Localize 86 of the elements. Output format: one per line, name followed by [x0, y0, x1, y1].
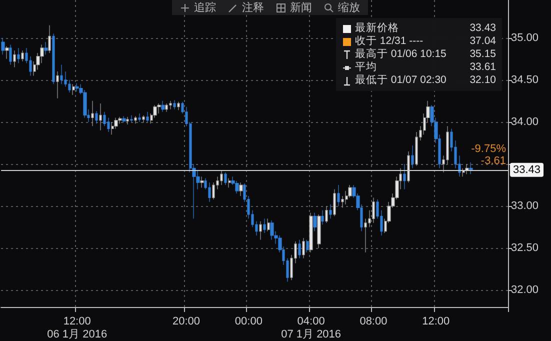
candlestick: [177, 101, 180, 110]
candlestick: [126, 116, 129, 125]
candlestick: [235, 180, 239, 194]
candlestick: [138, 113, 141, 122]
candlestick: [60, 64, 63, 84]
candlestick: [161, 100, 165, 112]
candlestick: [17, 48, 20, 64]
candlestick: [337, 184, 340, 206]
candlestick: [321, 210, 324, 225]
candlestick: [224, 172, 227, 186]
candlestick: [56, 71, 59, 99]
candlestick: [411, 145, 414, 169]
x-tick-label: 12:00: [422, 316, 450, 328]
annotation: 注释: [242, 0, 264, 15]
annotation: 35.15: [470, 48, 496, 61]
ref-line-label: 33.43: [513, 164, 541, 176]
annotation: 收于 12/31 ----: [355, 35, 424, 48]
candlestick: [146, 112, 149, 122]
candlestick: [298, 239, 301, 259]
x-tick-label: 08:00: [360, 316, 388, 328]
annotation: 33.61: [470, 61, 496, 74]
annotation: -9.75%: [471, 142, 506, 155]
candlestick: [52, 33, 55, 84]
candlestick: [220, 170, 223, 186]
y-tick-label: 32.50: [511, 242, 539, 254]
candlestick: [302, 238, 305, 259]
candlestick: [44, 42, 48, 55]
candlestick: [200, 176, 204, 188]
y-tick-label: 35.00: [511, 32, 539, 44]
annotation: 新闻: [290, 0, 312, 15]
y-tick-label: 34.00: [511, 116, 539, 128]
candlestick: [239, 182, 243, 196]
annotation: 最新价格: [355, 22, 399, 35]
candlestick: [333, 188, 336, 216]
candlestick: [9, 44, 12, 66]
candlestick: [407, 151, 410, 183]
candlestick: [267, 218, 270, 232]
x-tick-label: 12:00 06 1月 2016: [47, 316, 108, 340]
candlestick: [130, 114, 133, 122]
candlestick: [259, 220, 262, 240]
annotation: 最低于 01/07 02:30: [355, 74, 446, 87]
annotation: 追踪: [194, 0, 216, 15]
candlestick: [317, 214, 321, 248]
candlestick: [325, 206, 328, 224]
candlestick: [403, 164, 406, 190]
annotation: 缩放: [338, 0, 360, 15]
candlestick: [75, 82, 79, 92]
x-tick-label: 04:00 07 1月 2016: [281, 316, 342, 340]
candlestick: [208, 182, 211, 202]
candlestick: [122, 116, 126, 124]
candlestick: [309, 212, 313, 253]
candlestick: [13, 50, 16, 68]
candlestick: [1, 38, 5, 55]
candlestick: [313, 212, 317, 232]
annotation: 平均: [355, 61, 377, 74]
candlestick: [165, 103, 168, 112]
y-tick-label: 34.50: [511, 74, 539, 86]
candlestick: [169, 100, 172, 110]
candlestick: [306, 239, 309, 253]
candlestick: [99, 103, 102, 131]
candlestick: [72, 84, 75, 96]
candlestick: [372, 197, 375, 224]
candlestick: [263, 218, 266, 234]
annotation: 最高于 01/06 10:15: [355, 48, 446, 61]
annotation: 32.10: [470, 74, 496, 87]
candlestick: [111, 122, 114, 135]
candlestick: [134, 116, 137, 124]
x-tick-label: 20:00: [172, 316, 200, 328]
annotation: -3.61: [480, 154, 506, 167]
y-tick-label: 32.00: [511, 284, 539, 296]
candlestick: [21, 50, 24, 62]
candlestick: [95, 110, 98, 124]
candlestick: [173, 100, 176, 110]
annotation: 33.43: [470, 22, 496, 35]
annotation: 37.04: [470, 35, 496, 48]
candlestick: [228, 178, 231, 188]
candlestick: [48, 24, 51, 54]
y-tick-label: 33.00: [511, 200, 539, 212]
candlestick: [5, 46, 9, 60]
candlestick: [91, 100, 94, 126]
candlestick: [270, 220, 274, 240]
candlestick: [142, 114, 145, 124]
candlestick: [329, 204, 332, 219]
candlestick: [157, 103, 161, 114]
x-tick-label: 00:00: [234, 316, 262, 328]
candlestick: [469, 162, 473, 174]
